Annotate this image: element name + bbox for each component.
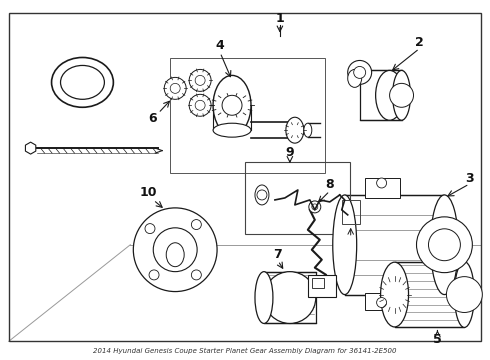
Ellipse shape: [213, 123, 251, 137]
Circle shape: [145, 224, 155, 234]
Bar: [394, 262, 465, 328]
Text: 10: 10: [140, 186, 157, 199]
Bar: [365, 293, 399, 310]
Circle shape: [195, 100, 205, 110]
Bar: [245, 162, 350, 234]
Circle shape: [309, 201, 321, 213]
Bar: [312, 278, 324, 288]
Circle shape: [348, 60, 371, 84]
Text: 2014 Hyundai Genesis Coupe Starter Planet Gear Assembly Diagram for 36141-2E500: 2014 Hyundai Genesis Coupe Starter Plane…: [93, 348, 397, 354]
Ellipse shape: [304, 123, 312, 137]
Ellipse shape: [376, 71, 404, 120]
Text: 6: 6: [148, 112, 157, 125]
Ellipse shape: [61, 66, 104, 99]
Text: 8: 8: [325, 179, 334, 192]
Text: 5: 5: [433, 333, 442, 346]
Bar: [264, 272, 316, 323]
Ellipse shape: [286, 117, 304, 143]
Text: 2: 2: [415, 36, 424, 49]
Ellipse shape: [166, 243, 184, 267]
Circle shape: [133, 208, 217, 292]
Ellipse shape: [348, 69, 362, 87]
Ellipse shape: [51, 58, 113, 107]
Circle shape: [354, 67, 366, 78]
Ellipse shape: [381, 262, 409, 327]
Circle shape: [257, 190, 267, 200]
Text: 9: 9: [286, 145, 294, 159]
Ellipse shape: [431, 195, 458, 294]
Circle shape: [192, 220, 201, 230]
Text: 7: 7: [273, 248, 282, 261]
Circle shape: [192, 270, 201, 280]
Text: 1: 1: [275, 12, 284, 25]
Circle shape: [446, 276, 482, 312]
Ellipse shape: [454, 262, 474, 328]
Circle shape: [195, 75, 205, 85]
Circle shape: [428, 229, 461, 261]
Bar: [345, 195, 444, 294]
Ellipse shape: [264, 272, 316, 323]
Circle shape: [149, 270, 159, 280]
Circle shape: [164, 77, 186, 99]
Ellipse shape: [255, 185, 269, 205]
Circle shape: [189, 94, 211, 116]
Ellipse shape: [392, 71, 411, 120]
Circle shape: [153, 228, 197, 272]
Bar: [342, 200, 360, 224]
Ellipse shape: [333, 195, 357, 294]
Bar: [365, 178, 399, 198]
Bar: [360, 71, 401, 120]
Bar: [308, 275, 336, 297]
Circle shape: [377, 298, 387, 307]
Ellipse shape: [213, 75, 251, 135]
Circle shape: [189, 69, 211, 91]
Bar: [170, 58, 325, 173]
Text: 4: 4: [216, 39, 224, 52]
Circle shape: [170, 84, 180, 93]
Circle shape: [312, 204, 318, 210]
Text: 3: 3: [465, 171, 474, 185]
Circle shape: [377, 178, 387, 188]
Ellipse shape: [255, 272, 273, 323]
Circle shape: [390, 84, 414, 107]
Circle shape: [416, 217, 472, 273]
Circle shape: [222, 95, 242, 115]
